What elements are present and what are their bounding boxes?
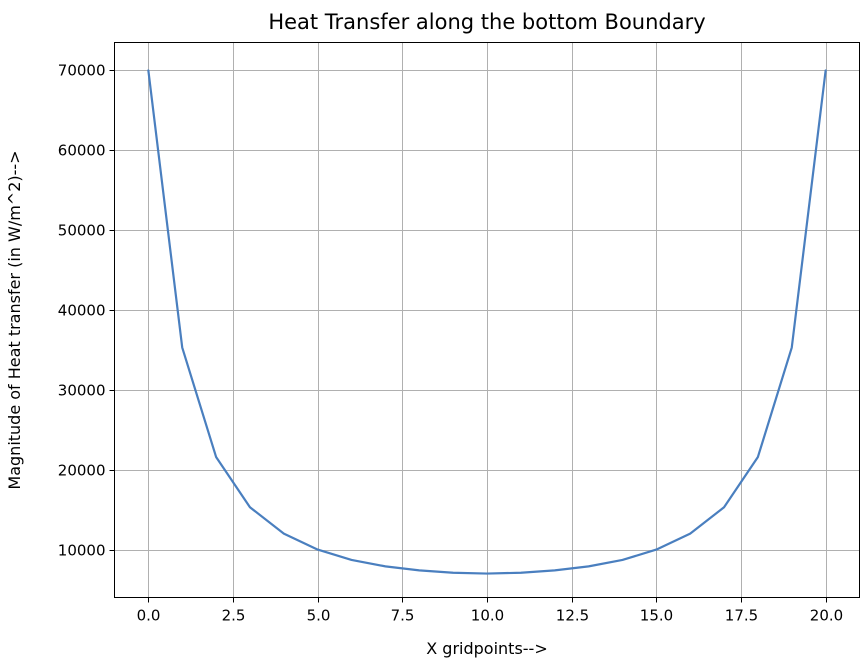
x-tick-label: 10.0 xyxy=(471,607,504,625)
chart-title: Heat Transfer along the bottom Boundary xyxy=(268,10,705,34)
series-line xyxy=(147,69,827,575)
y-axis-label: Magnitude of Heat transfer (in W/m^2)--> xyxy=(5,150,24,489)
y-tick-label: 60000 xyxy=(58,142,106,160)
x-tick-label: 15.0 xyxy=(640,607,673,625)
x-tick-label: 7.5 xyxy=(391,607,415,625)
y-tick-label: 70000 xyxy=(58,62,106,80)
x-tick-label: 2.5 xyxy=(222,607,246,625)
ticks: 0.0 2.5 5.0 7.5 10.0 12.5 15.0 17.5 20.0 10000 200… xyxy=(58,62,843,625)
y-tick-label: 40000 xyxy=(58,302,106,320)
y-tick-label: 30000 xyxy=(58,382,106,400)
x-tick-label: 12.5 xyxy=(556,607,589,625)
y-tick-label: 50000 xyxy=(58,222,106,240)
grid xyxy=(114,42,860,598)
x-axis-label: X gridpoints--> xyxy=(426,639,547,658)
x-tick-label: 20.0 xyxy=(810,607,843,625)
y-tick-label: 10000 xyxy=(58,542,106,560)
y-tick-label: 20000 xyxy=(58,462,106,480)
series-layer xyxy=(147,69,827,575)
x-tick-label: 17.5 xyxy=(725,607,758,625)
x-tick-label: 5.0 xyxy=(307,607,331,625)
x-tick-label: 0.0 xyxy=(137,607,161,625)
